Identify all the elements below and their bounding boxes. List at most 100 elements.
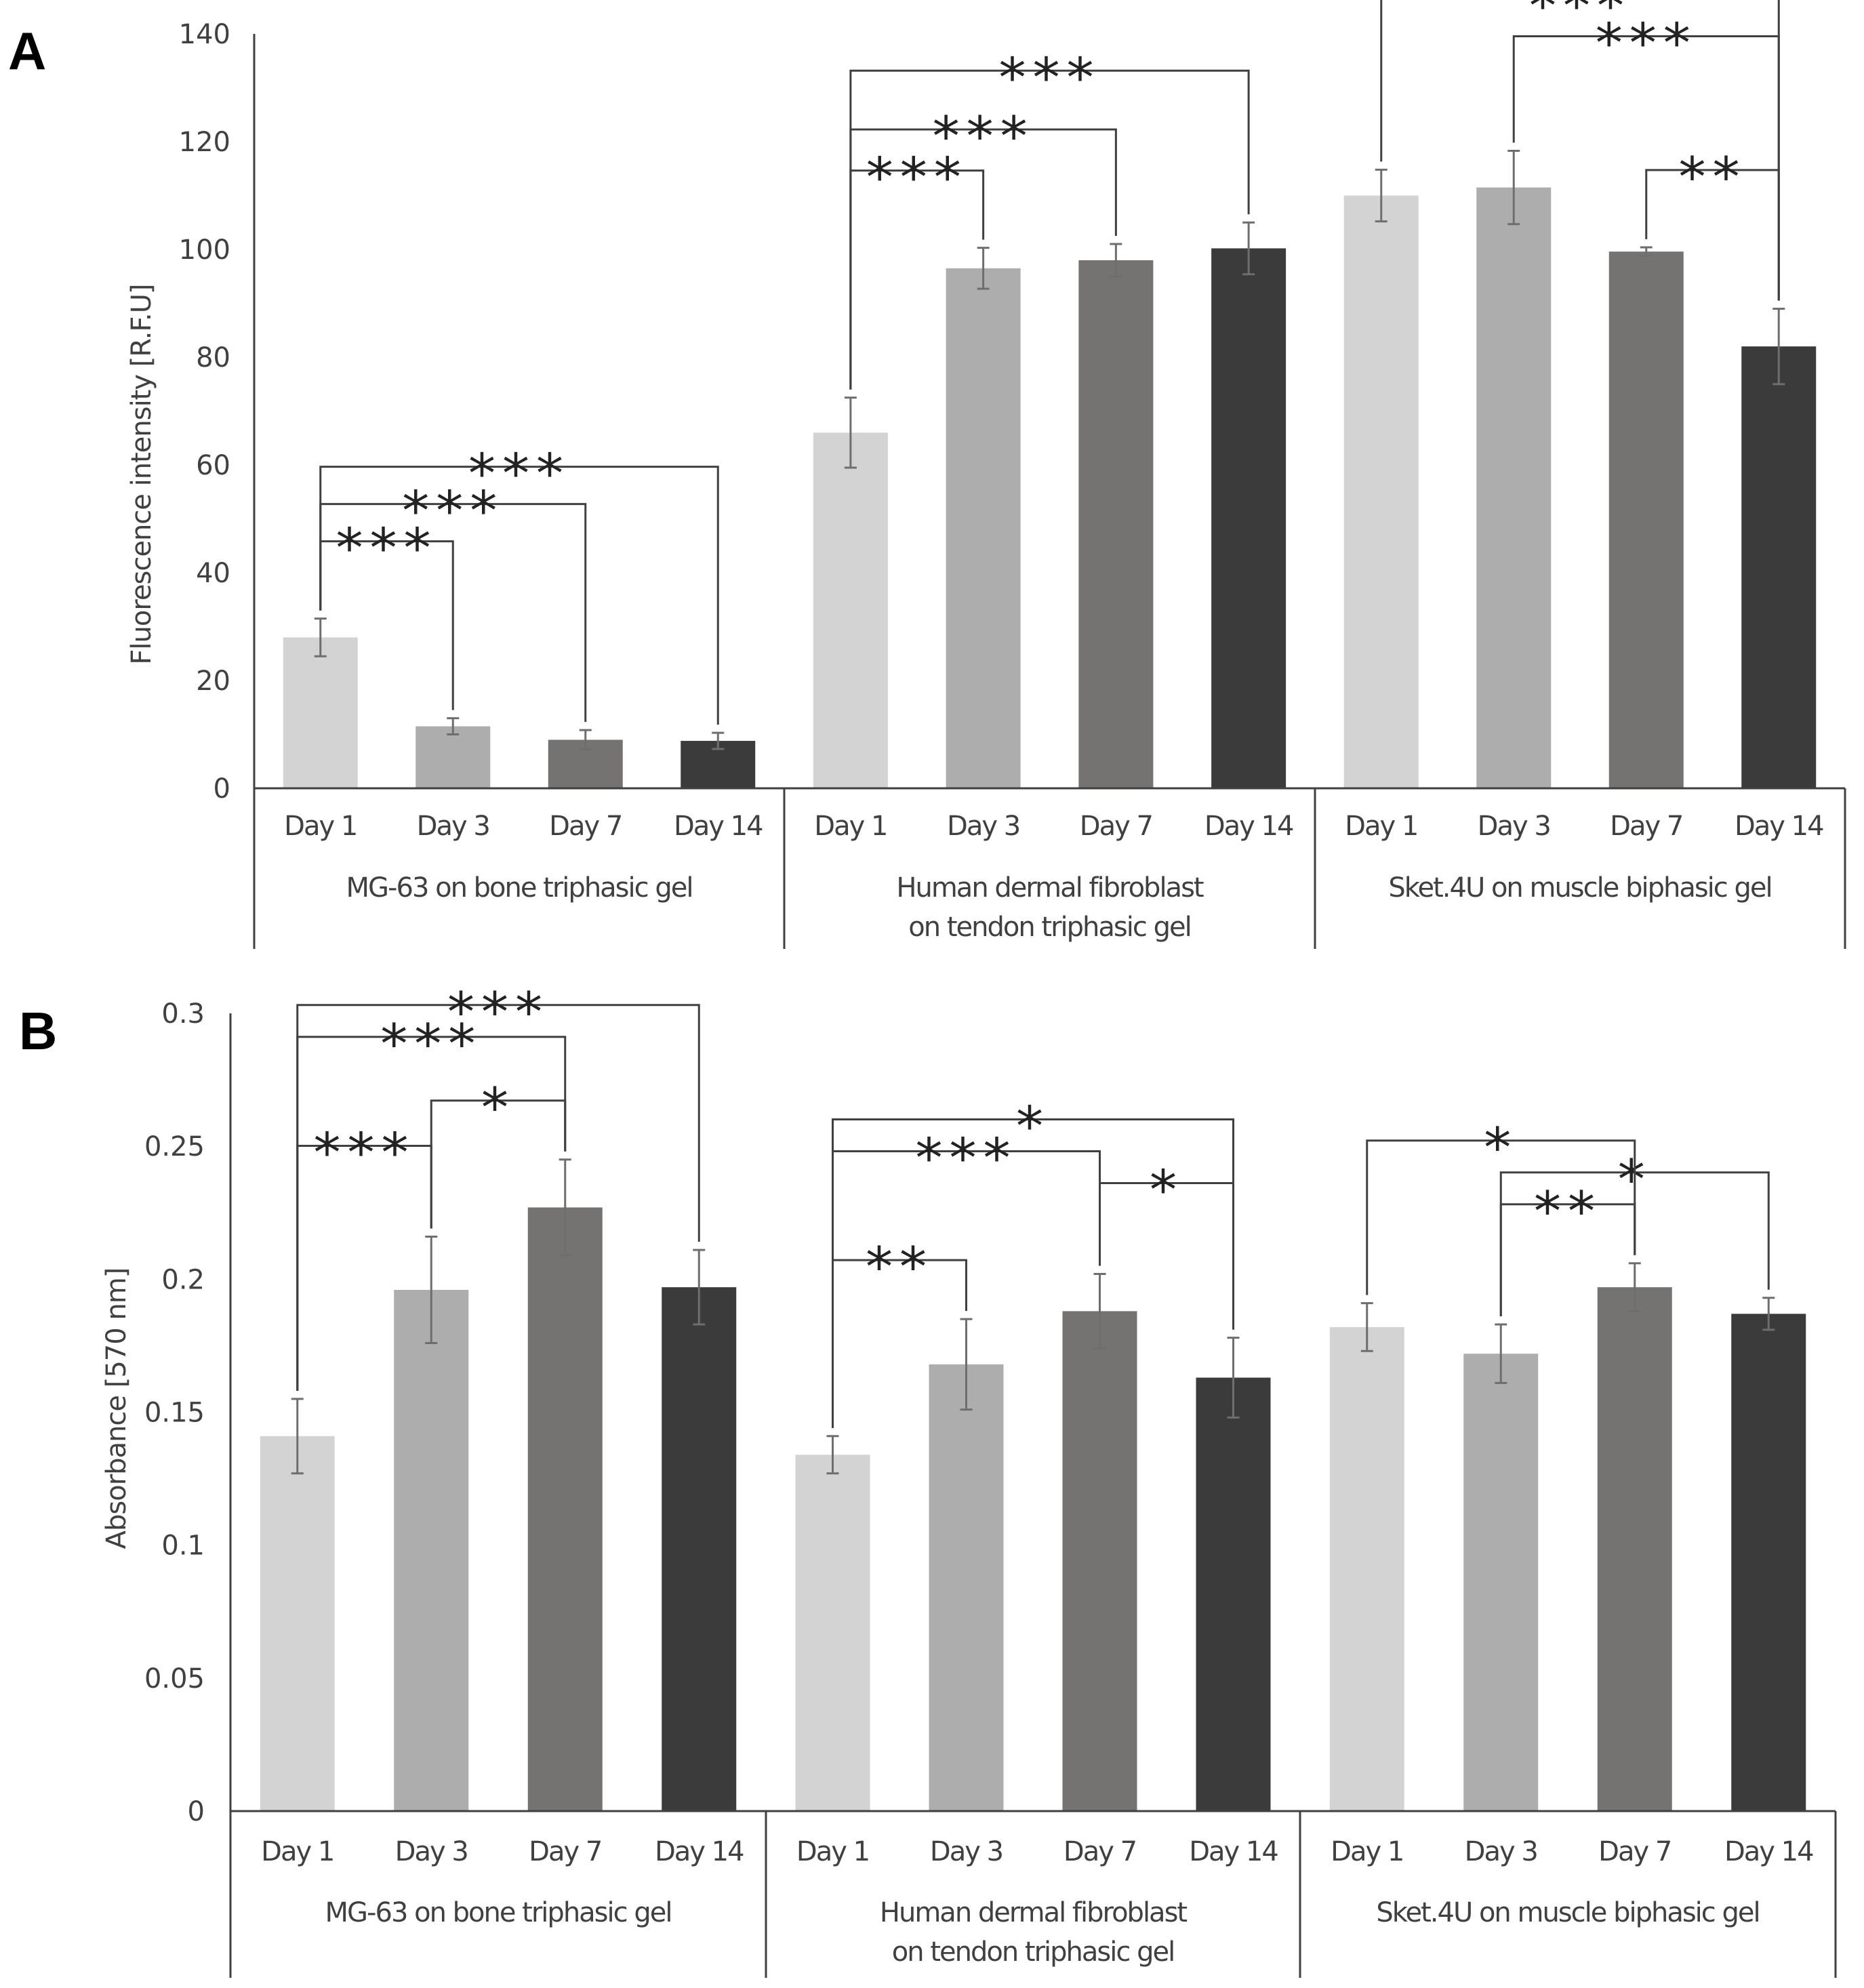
panel-b-group-label: MG-63 on bone triphasic gel — [325, 1897, 672, 1928]
panel-a-category-label: Day 14 — [674, 811, 763, 842]
panel-b-significance-label: ** — [1534, 1180, 1602, 1243]
panel-a-significance-label: *** — [336, 517, 438, 580]
panel-a-category-label: Day 3 — [947, 811, 1019, 842]
panel-a-group-label: MG-63 on bone triphasic gel — [346, 872, 693, 904]
panel-b-significance: ********************* — [296, 981, 1770, 1428]
panel-b-y-tick-label: 0.15 — [144, 1398, 205, 1429]
panel-b-significance-label: ** — [866, 1236, 933, 1299]
panel-a-significance-label: *** — [468, 443, 570, 506]
panel-a-significance-label: *** — [866, 146, 968, 209]
panel-b-category-label: Day 3 — [930, 1836, 1002, 1867]
panel-a-x-axis: Day 1 Day 3 Day 7 Day 14 MG-63 on bone triph… — [253, 787, 1846, 949]
panel-b-significance-label: * — [1618, 1148, 1652, 1211]
panel-b-y-tick-label: 0 — [188, 1796, 205, 1827]
panel-b-error-bars — [291, 1158, 1775, 1475]
panel-b-significance-bracket — [832, 1118, 1234, 1428]
panel-b-bar — [1463, 1354, 1539, 1811]
panel-a-group-label: Human dermal fibroblast — [896, 872, 1204, 904]
panel-a-category-label: Day 1 — [284, 811, 357, 842]
panel-a-y-tick-label: 0 — [214, 773, 230, 805]
panel-a-group-label: Sket.4U on muscle biphasic gel — [1388, 872, 1771, 904]
panel-a-significance-label: *** — [1596, 12, 1697, 75]
panel-a-bar — [1608, 251, 1684, 788]
panel-b-group-label: Human dermal fibroblast — [880, 1897, 1188, 1928]
panel-b-significance-label: * — [1484, 1116, 1518, 1179]
panel-b-y-axis: 0 0.05 0.1 0.15 0.2 0.25 0.3 — [144, 998, 232, 1827]
panel-b-bar — [527, 1207, 603, 1811]
panel-b-group-label: on tendon triphasic gel — [892, 1936, 1174, 1968]
panel-a-bar — [1211, 248, 1286, 788]
panel-a-significance-bracket — [1380, 0, 1780, 301]
panel-b-significance-label: *** — [314, 1122, 416, 1185]
panel-b-bar — [260, 1436, 335, 1811]
panel-a-y-tick-label: 20 — [196, 666, 230, 697]
panel-b-x-axis: Day 1 Day 3 Day 7 Day 14 MG-63 on bone triph… — [229, 1810, 1837, 1978]
panel-a-y-tick-label: 80 — [196, 342, 230, 373]
panel-b-y-axis-label: Absorbance [570 nm] — [101, 1268, 132, 1549]
panel-b-y-tick-label: 0.2 — [161, 1264, 205, 1295]
panel-b-bar — [1329, 1326, 1404, 1811]
panel-b-significance-label: * — [1150, 1158, 1183, 1221]
panel-a-category-label: Day 1 — [814, 811, 887, 842]
panel-b-y-tick-label: 0.1 — [161, 1530, 205, 1562]
panel-a-category-label: Day 7 — [1080, 811, 1152, 842]
panel-b-bars — [260, 1207, 1806, 1811]
panel-b-bar — [1731, 1314, 1806, 1811]
panel-a-category-label: Day 14 — [1735, 811, 1823, 842]
panel-b-significance-label: *** — [916, 1127, 1017, 1190]
panel-b-significance-label: *** — [447, 981, 549, 1044]
panel-b-y-tick-label: 0.25 — [144, 1131, 205, 1162]
panel-a-bar — [1078, 260, 1154, 788]
panel-a-category-label: Day 14 — [1204, 811, 1293, 842]
panel-b-category-label: Day 7 — [1598, 1836, 1671, 1867]
panel-b-category-label: Day 7 — [1063, 1836, 1136, 1867]
panel-a-y-tick-label: 40 — [196, 558, 230, 589]
panel-b-category-label: Day 7 — [529, 1836, 601, 1867]
panel-b-chart: B 0 0.05 0.1 0.15 0.2 0.25 0.3 Absorbance [570… — [19, 981, 1837, 1978]
panel-b-category-label: Day 1 — [1331, 1836, 1403, 1867]
panel-a-significance-label: *** — [402, 480, 504, 543]
panel-a-bar — [1741, 346, 1817, 789]
panel-b-category-label: Day 14 — [1189, 1836, 1278, 1867]
panel-b-significance-label: *** — [380, 1013, 482, 1076]
panel-a-y-axis-label: Fluorescence intensity [R.F.U] — [126, 284, 157, 664]
panel-a-chart: A 0 20 40 60 80 100 120 140 Fluorescence intens… — [8, 0, 1846, 949]
panel-a-significance-label: *** — [933, 105, 1034, 168]
panel-a-category-label: Day 3 — [417, 811, 489, 842]
panel-b-bar — [929, 1364, 1004, 1811]
panel-a-bars — [283, 187, 1817, 789]
panel-a-y-axis: 0 20 40 60 80 100 120 140 — [179, 19, 256, 805]
panel-b-significance-bracket — [296, 1004, 700, 1391]
panel-b-significance-label: * — [481, 1076, 515, 1139]
panel-a-bar — [946, 268, 1021, 788]
panel-b-y-tick-label: 0.3 — [161, 998, 205, 1030]
panel-b-group-label: Sket.4U on muscle biphasic gel — [1376, 1897, 1759, 1928]
panel-a-y-tick-label: 140 — [179, 19, 230, 50]
panel-a-significance-label: *** — [1529, 0, 1631, 38]
panel-b-bar — [394, 1290, 469, 1811]
panel-a-group-label: on tendon triphasic gel — [908, 912, 1190, 943]
panel-a-letter: A — [8, 21, 46, 81]
panel-b-letter: B — [19, 1001, 57, 1061]
panel-b-significance-bracket — [1366, 1139, 1636, 1295]
panel-b-bar — [1062, 1311, 1137, 1811]
panel-b-bar — [662, 1287, 737, 1811]
panel-b-bar — [1597, 1287, 1672, 1811]
panel-a-significance-label: *** — [999, 46, 1101, 109]
panel-a-category-label: Day 1 — [1345, 811, 1417, 842]
panel-b-category-label: Day 1 — [261, 1836, 333, 1867]
panel-a-y-tick-label: 120 — [179, 127, 230, 158]
panel-a-y-tick-label: 60 — [196, 450, 230, 481]
panel-b-y-tick-label: 0.05 — [144, 1663, 205, 1695]
panel-a-category-label: Day 7 — [1610, 811, 1682, 842]
panel-b-category-label: Day 1 — [796, 1836, 869, 1867]
panel-a-y-tick-label: 100 — [179, 235, 230, 266]
panel-a-bar — [1476, 187, 1552, 788]
panel-a-significance-bracket — [319, 466, 719, 725]
panel-b-category-label: Day 3 — [395, 1836, 468, 1867]
panel-a-category-label: Day 7 — [549, 811, 622, 842]
panel-a-significance: ************************** — [319, 0, 1780, 725]
panel-a-category-label: Day 3 — [1478, 811, 1550, 842]
panel-a-error-bars — [314, 150, 1785, 751]
